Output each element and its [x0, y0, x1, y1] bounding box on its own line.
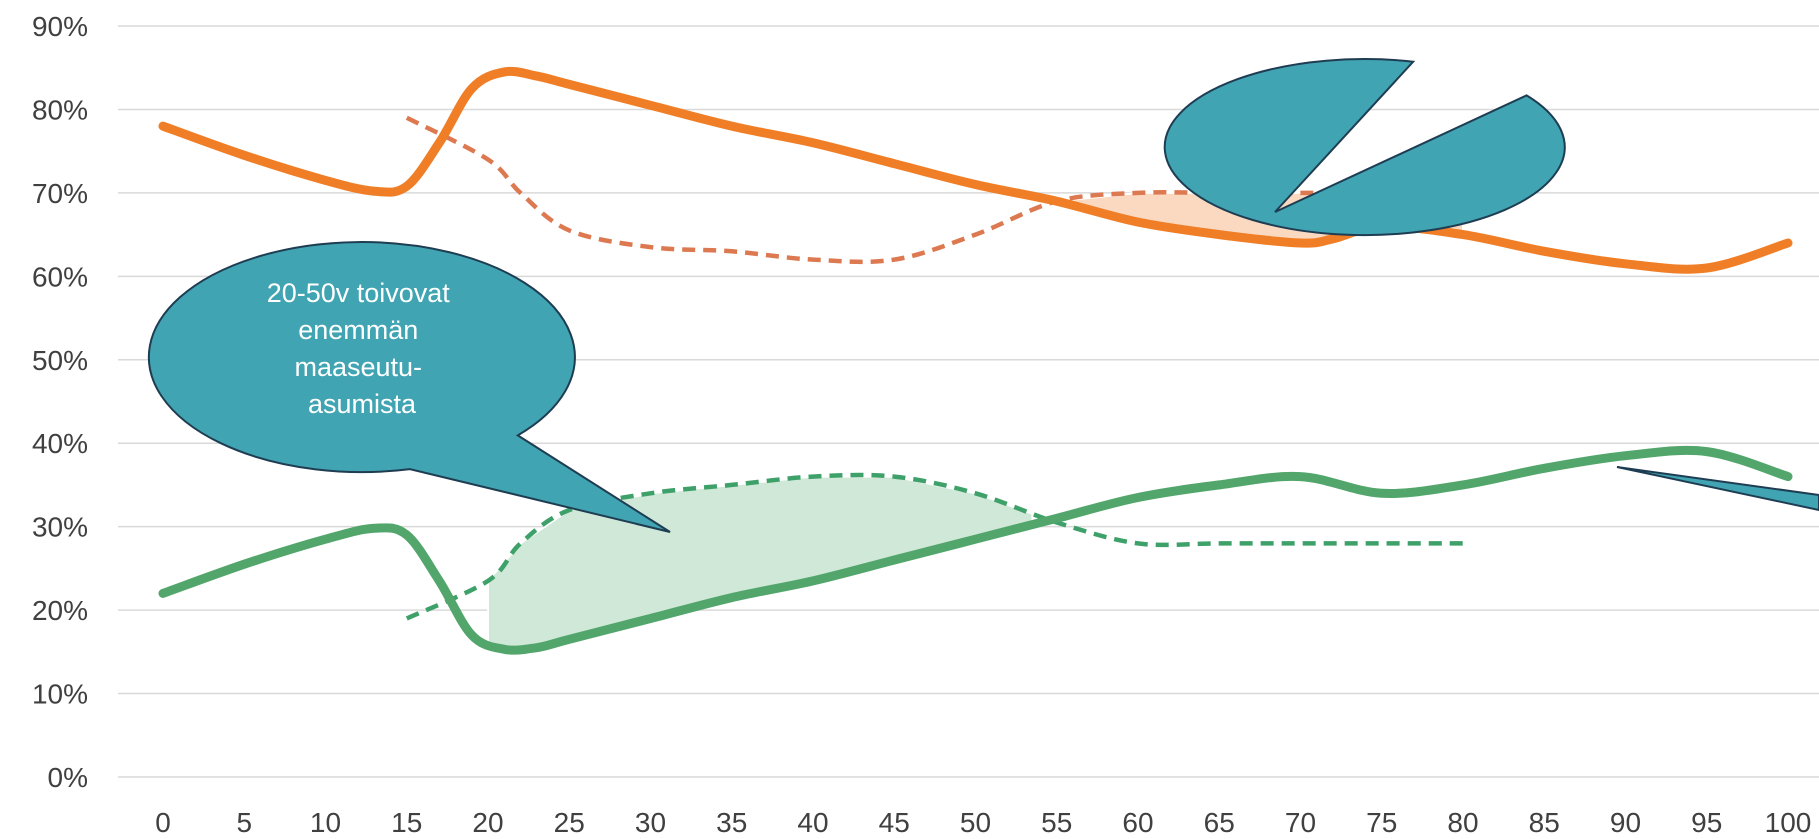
callout-pointer-right	[1616, 466, 1819, 512]
x-tick-label: 95	[1691, 807, 1722, 838]
x-tick-label: 85	[1529, 807, 1560, 838]
y-tick-label: 70%	[32, 178, 88, 209]
y-axis-tick-labels: 0% 10% 20% 30% 40% 50% 60% 70% 80% 90%	[32, 11, 88, 793]
callout-bubble-left	[147, 241, 671, 533]
y-tick-label: 60%	[32, 261, 88, 292]
x-tick-label: 65	[1204, 807, 1235, 838]
callout-left-line-1: 20-50v toivovat	[267, 278, 451, 308]
x-tick-label: 60	[1122, 807, 1153, 838]
y-tick-label: 50%	[32, 345, 88, 376]
x-tick-label: 70	[1285, 807, 1316, 838]
x-tick-label: 100	[1765, 807, 1812, 838]
x-tick-label: 20	[472, 807, 503, 838]
y-tick-label: 90%	[32, 11, 88, 42]
x-tick-label: 15	[391, 807, 422, 838]
callouts: 20-50v toivovat enemmän maaseutu- asumis…	[147, 0, 1819, 533]
dashed-series-line-3	[405, 472, 1463, 621]
x-tick-label: 35	[716, 807, 747, 838]
callout-left-line-2: enemmän	[298, 315, 418, 345]
x-tick-label: 50	[960, 807, 991, 838]
callout-left-line-4: asumista	[308, 389, 417, 419]
y-tick-label: 40%	[32, 428, 88, 459]
callout-left-line-3: maaseutu-	[294, 352, 422, 382]
x-tick-label: 55	[1041, 807, 1072, 838]
x-tick-label: 75	[1366, 807, 1397, 838]
callout-bubble-top	[1163, 58, 1566, 237]
callout-top-line-2: asumista	[1509, 29, 1618, 59]
solid-series-line-2	[158, 445, 1793, 655]
x-tick-label: 25	[554, 807, 585, 838]
x-tick-label: 0	[155, 807, 171, 838]
solid-series-line-0	[158, 66, 1793, 274]
x-tick-label: 80	[1447, 807, 1478, 838]
x-axis-tick-labels: 0 5 10 15 20 25 30 35 40 45 50 55 60 65 70 75 80 85 90 95 10…	[155, 807, 1811, 838]
x-tick-label: 30	[635, 807, 666, 838]
x-tick-label: 40	[797, 807, 828, 838]
x-tick-label: 5	[236, 807, 252, 838]
y-tick-label: 30%	[32, 512, 88, 543]
callout-top-line-1: kaupunki-	[1501, 0, 1618, 22]
y-tick-label: 80%	[32, 94, 88, 125]
x-tick-label: 10	[310, 807, 341, 838]
gap-fills	[487, 191, 1464, 651]
x-tick-label: 45	[879, 807, 910, 838]
y-tick-label: 20%	[32, 595, 88, 626]
y-tick-label: 10%	[32, 679, 88, 710]
y-tick-label: 0%	[48, 762, 88, 793]
callout-top-text: kaupunki- asumista	[1501, 0, 1626, 59]
callout-left-text: 20-50v toivovat enemmän maaseutu- asumis…	[267, 278, 458, 419]
x-tick-label: 90	[1610, 807, 1641, 838]
